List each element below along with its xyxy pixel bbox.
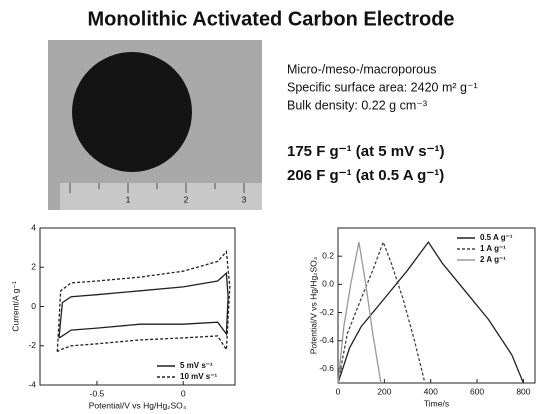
capacitance: 175 F g⁻¹ (at 5 mV s⁻¹): [287, 143, 445, 160]
title: Monolithic Activated Carbon Electrode: [87, 8, 454, 30]
x-tick-label: 200: [377, 386, 391, 396]
x-tick-label: 800: [516, 386, 530, 396]
y-tick-label: 0.2: [322, 250, 334, 260]
x-tick-label: 400: [424, 386, 438, 396]
ruler-label: 1: [126, 194, 131, 204]
y-axis-label: Potential/V vs Hg/Hg₂SO₄: [308, 256, 318, 354]
photo: 1 2 3: [48, 40, 262, 210]
y-tick-label: -2: [28, 340, 36, 350]
ruler-label: 2: [184, 194, 189, 204]
y-tick-label: 0: [31, 301, 36, 311]
x-tick-label: 0: [336, 386, 341, 396]
figure: Monolithic Activated Carbon Electrode 1 …: [0, 0, 543, 414]
y-axis-label: Current/A g⁻¹: [10, 281, 20, 331]
property: Micro-/meso-/macroporous: [287, 62, 436, 76]
y-tick-label: -4: [28, 379, 36, 389]
capacitance: 206 F g⁻¹ (at 0.5 A g⁻¹): [287, 167, 444, 184]
legend-label: 0.5 A g⁻¹: [480, 233, 513, 242]
property: Bulk density: 0.22 g cm⁻³: [287, 98, 427, 112]
y-tick-label: 4: [31, 222, 36, 232]
series-line: [59, 273, 228, 338]
property: Specific surface area: 2420 m² g⁻¹: [287, 80, 478, 94]
y-tick-label: -0.2: [319, 307, 334, 317]
legend-label: 5 mV s⁻¹: [180, 361, 213, 370]
legend-label: 1 A g⁻¹: [480, 244, 506, 253]
x-axis-label: Potential/V vs Hg/Hg₂SO₄: [89, 400, 187, 410]
y-tick-label: 2: [31, 262, 36, 272]
series-line: [338, 242, 425, 383]
legend-label: 10 mV s⁻¹: [180, 372, 217, 381]
y-tick-label: -0.6: [319, 363, 334, 373]
y-tick-label: 0.0: [322, 279, 334, 289]
legend-label: 2 A g⁻¹: [480, 255, 506, 264]
x-tick-label: -0.5: [90, 388, 105, 398]
x-tick-label: 0: [181, 388, 186, 398]
series-line: [57, 252, 230, 352]
y-tick-label: -0.4: [319, 335, 334, 345]
ruler-label: 3: [242, 194, 247, 204]
x-axis-label: Time/s: [424, 398, 449, 408]
x-tick-label: 600: [470, 386, 484, 396]
